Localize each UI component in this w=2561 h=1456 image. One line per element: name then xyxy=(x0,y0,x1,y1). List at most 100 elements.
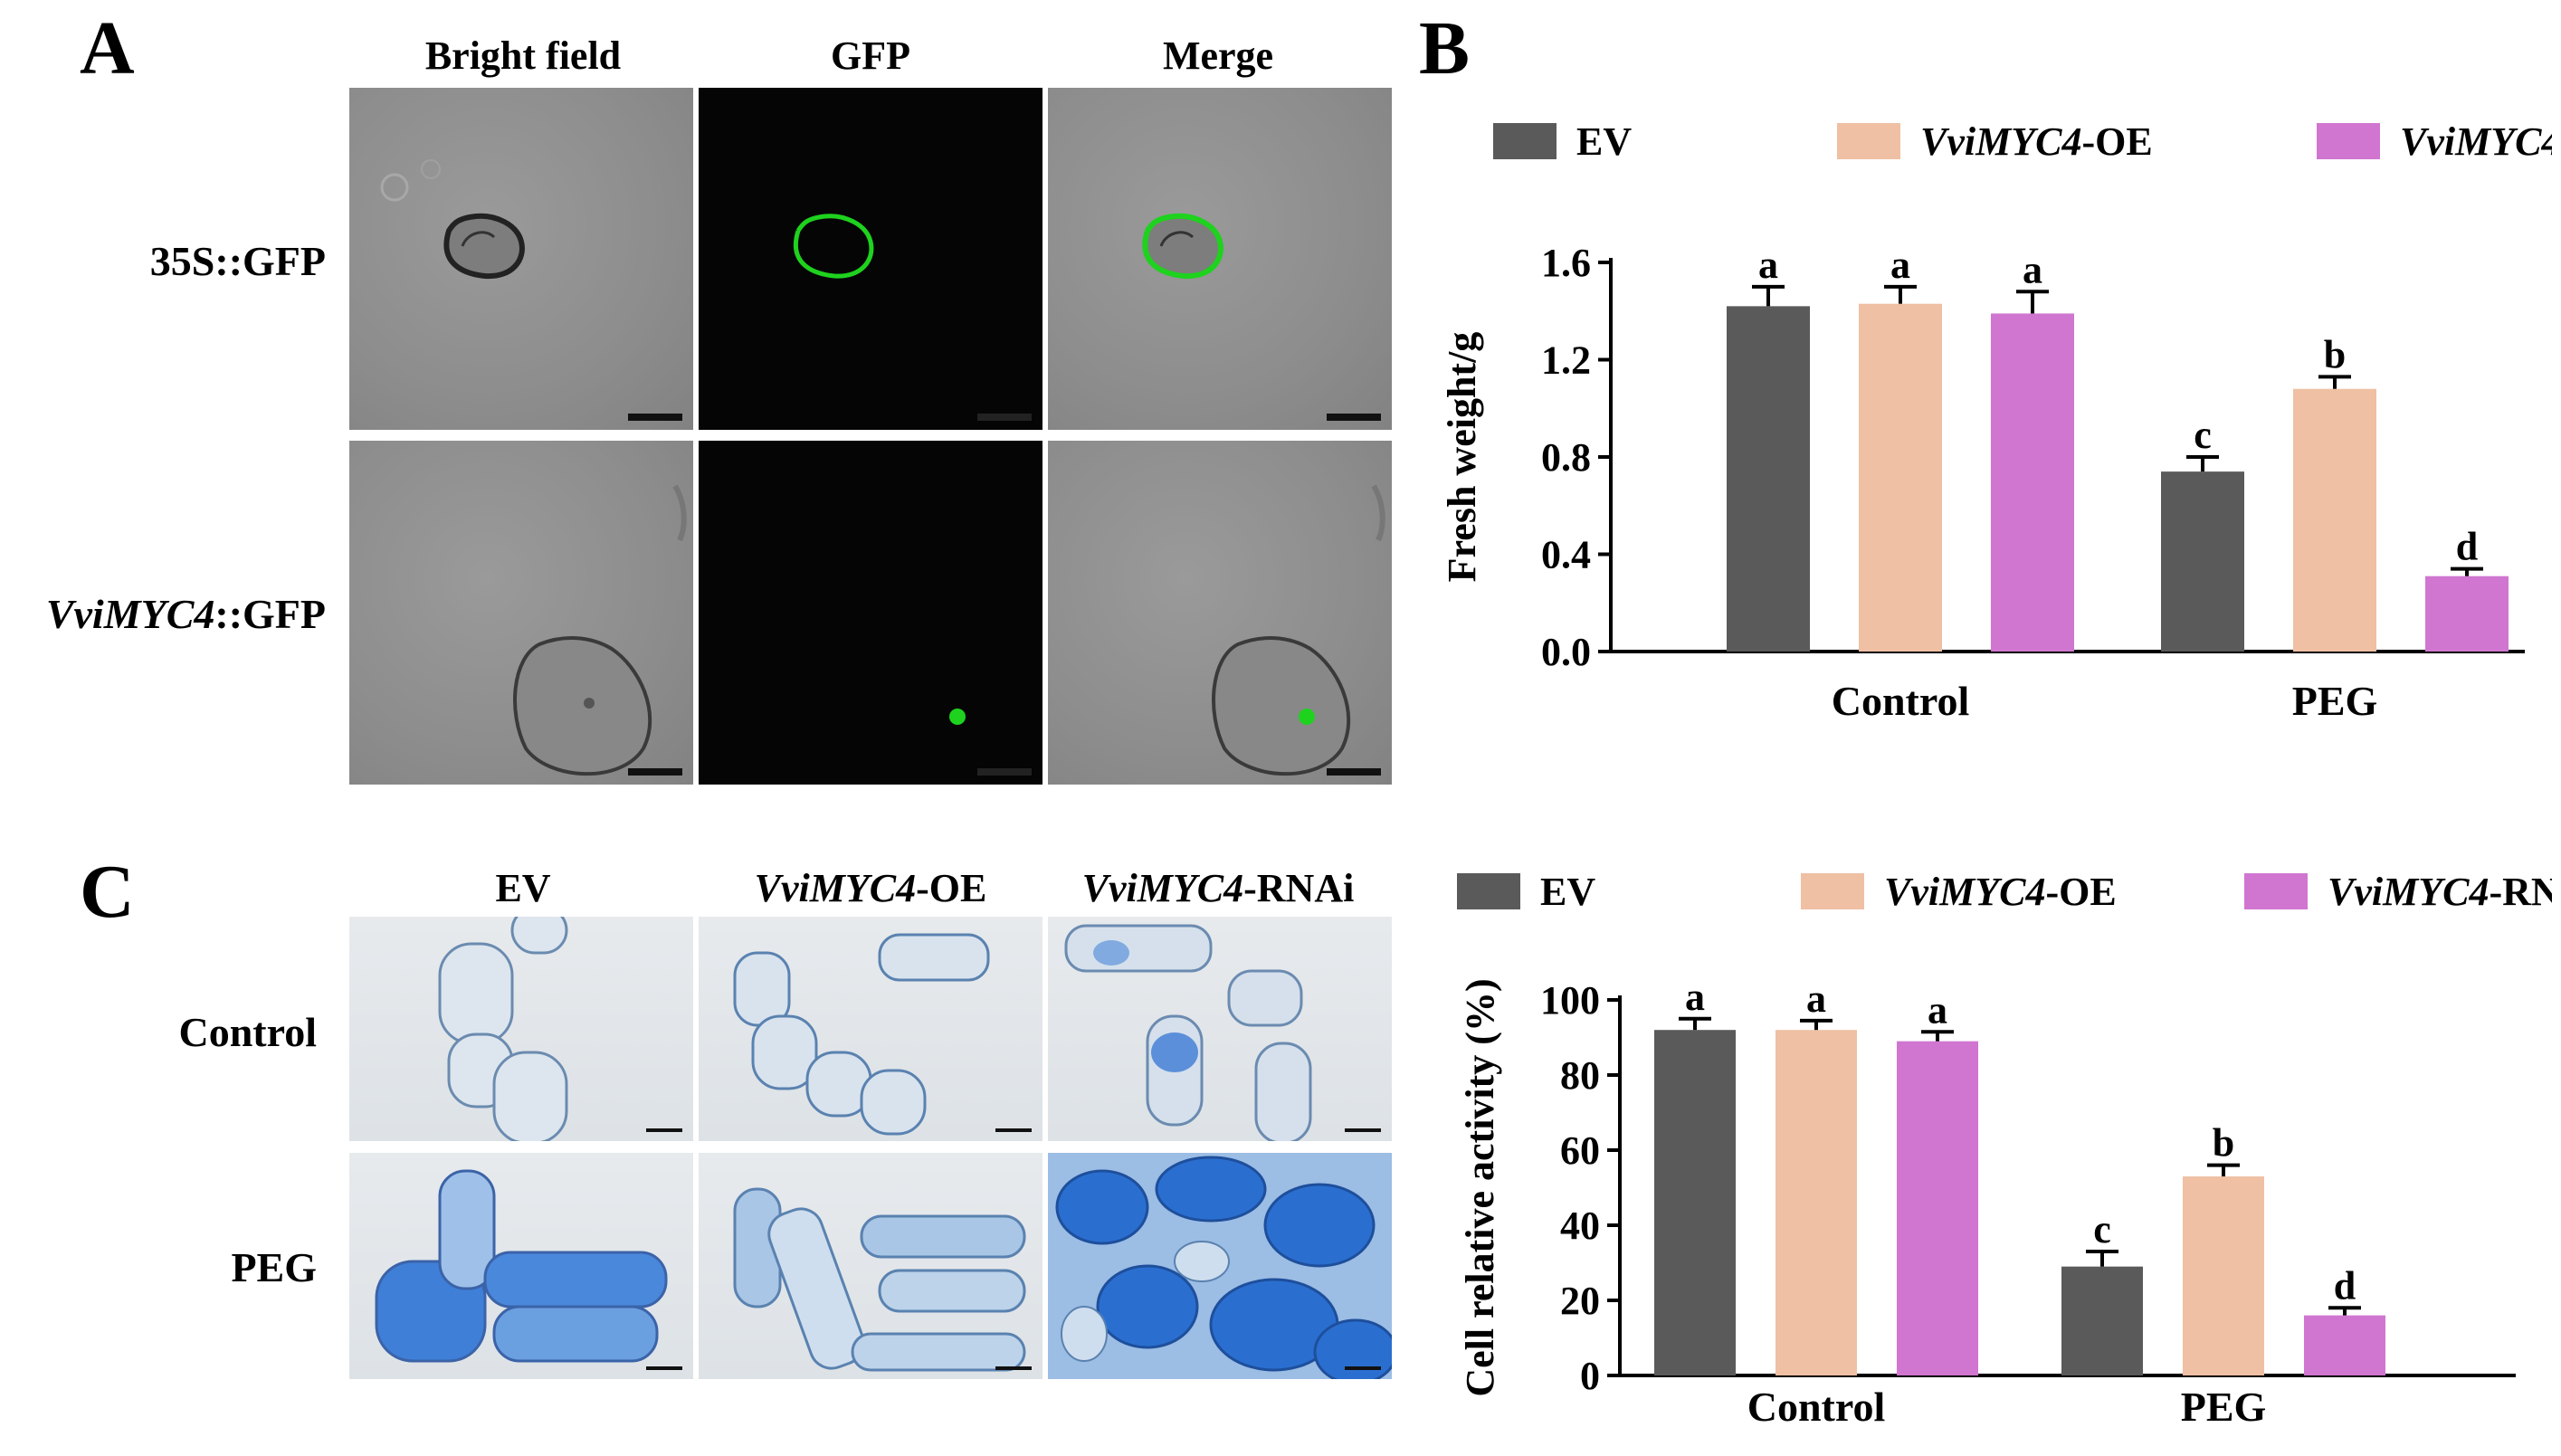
significance-letter: a xyxy=(1685,975,1705,1019)
y-tick-label: 100 xyxy=(1540,978,1600,1023)
micrograph-35s-bright-field xyxy=(349,88,693,430)
bar xyxy=(1776,1030,1857,1375)
bar xyxy=(2304,1315,2385,1375)
legend-swatch xyxy=(2317,123,2380,159)
bar xyxy=(1654,1030,1736,1375)
y-tick-label: 20 xyxy=(1560,1279,1600,1323)
panel-letter-b: B xyxy=(1419,6,1471,90)
cell-outline-graphic xyxy=(513,484,687,776)
column-header-oe: VviMYC4-OE xyxy=(697,869,1044,909)
scale-bar xyxy=(1345,1128,1381,1132)
legend-label: EV xyxy=(1576,119,1632,164)
scale-bar xyxy=(995,1128,1032,1132)
cell-outline-graphic xyxy=(380,159,525,280)
row-label-control: Control xyxy=(178,1009,318,1055)
scale-bar xyxy=(1327,768,1381,776)
micrograph-35s-merge xyxy=(1048,88,1392,430)
significance-letter: d xyxy=(2456,525,2478,569)
y-tick-label: 0.0 xyxy=(1541,630,1591,674)
significance-letter: b xyxy=(2324,332,2346,376)
stained-cells-oe-peg xyxy=(699,1153,1042,1379)
significance-letter: a xyxy=(1758,243,1778,287)
scale-bar xyxy=(977,414,1032,421)
bar-chart-fresh-weight: EV VviMYC4-OE VviMYC4-RNAi 0.0 0.4 0.8 1.2 1.6 F… xyxy=(1440,119,2552,724)
stained-cells-ev-peg xyxy=(349,1153,693,1379)
y-tick-label: 80 xyxy=(1560,1053,1600,1098)
significance-letter: a xyxy=(1928,987,1947,1032)
column-header-text: -OE xyxy=(916,866,987,910)
merge-graphic xyxy=(1142,213,1223,280)
legend-label: EV xyxy=(1540,870,1595,914)
x-category-label: Control xyxy=(1832,678,1970,724)
panel-letter-c: C xyxy=(80,850,135,934)
x-category-label: PEG xyxy=(2292,678,2378,724)
scale-bar xyxy=(646,1366,682,1370)
stained-cells-oe-control xyxy=(699,917,1042,1141)
legend-swatch xyxy=(2244,873,2308,909)
y-tick-label: 40 xyxy=(1560,1204,1600,1248)
micrograph-vvimyc4-gfp xyxy=(699,441,1042,785)
scale-bar xyxy=(1327,414,1381,421)
micrograph-35s-gfp xyxy=(699,88,1042,430)
legend-label: VviMYC4-OE xyxy=(1920,119,2153,164)
row-label-peg: PEG xyxy=(231,1244,317,1290)
legend-swatch xyxy=(1457,873,1520,909)
stained-cells-rnai-control xyxy=(1048,917,1392,1141)
cell-cluster-graphic xyxy=(1048,1153,1392,1379)
bar xyxy=(1859,303,1942,652)
bar xyxy=(2293,388,2376,652)
micrograph-vvimyc4-bright-field xyxy=(349,441,693,785)
scale-bar xyxy=(995,1366,1032,1370)
y-tick-label: 1.6 xyxy=(1541,241,1591,285)
scale-bar xyxy=(628,414,682,421)
column-header-gfp: GFP xyxy=(831,33,910,78)
significance-letter: c xyxy=(2194,413,2212,457)
merge-graphic xyxy=(1212,484,1385,776)
x-category-label: PEG xyxy=(2181,1384,2267,1430)
panel-letter-a: A xyxy=(80,6,135,90)
x-category-label: Control xyxy=(1747,1384,1886,1430)
cell-cluster-graphic xyxy=(438,917,568,1141)
gfp-signal-graphic xyxy=(949,709,966,725)
legend-swatch xyxy=(1837,123,1900,159)
significance-letter: c xyxy=(2093,1207,2111,1251)
cell-cluster-graphic xyxy=(1064,924,1312,1141)
column-header-rnai: VviMYC4-RNAi xyxy=(1044,869,1392,909)
significance-letter: d xyxy=(2334,1263,2356,1308)
scale-bar xyxy=(977,768,1032,776)
column-header-merge: Merge xyxy=(1162,33,1274,78)
y-axis-label: Cell relative activity (%) xyxy=(1458,978,1502,1396)
bar xyxy=(2183,1176,2264,1375)
column-header-italic: VviMYC4 xyxy=(754,866,917,910)
legend-swatch xyxy=(1493,123,1557,159)
row-label-text: ::GFP xyxy=(214,591,326,637)
y-axis-label: Fresh weight/g xyxy=(1440,332,1484,583)
significance-letter: a xyxy=(2023,247,2042,291)
micrograph-vvimyc4-merge xyxy=(1048,441,1392,785)
bar xyxy=(2161,471,2244,652)
row-label-vvimyc4-gfp: VviMYC4::GFP xyxy=(9,594,326,635)
stained-cells-rnai-peg xyxy=(1048,1153,1392,1379)
y-tick-label: 0.8 xyxy=(1541,435,1591,480)
row-label-text: 35S::GFP xyxy=(149,238,326,284)
bar-chart-cell-activity: EV VviMYC4-OE VviMYC4-RNAi 0 20 40 60 80 100 Cell… xyxy=(1457,870,2552,1430)
column-header-italic: VviMYC4 xyxy=(1081,866,1244,910)
significance-letter: a xyxy=(1806,976,1826,1021)
significance-letter: b xyxy=(2213,1121,2234,1166)
y-tick-label: 0 xyxy=(1580,1354,1600,1398)
y-tick-label: 60 xyxy=(1560,1128,1600,1173)
legend-label: VviMYC4-OE xyxy=(1884,870,2117,914)
stained-cells-ev-control xyxy=(349,917,693,1141)
bar xyxy=(1897,1041,1978,1375)
row-label-35s-gfp: 35S::GFP xyxy=(36,241,326,282)
row-label-italic: VviMYC4 xyxy=(45,591,215,637)
y-tick-label: 0.4 xyxy=(1541,533,1591,577)
legend-label: VviMYC4-RNAi xyxy=(2400,119,2552,164)
scale-bar xyxy=(1345,1366,1381,1370)
column-header-ev: EV xyxy=(349,869,697,909)
cell-cluster-graphic xyxy=(733,933,990,1136)
column-header-text: -RNAi xyxy=(1243,866,1355,910)
bar xyxy=(2425,576,2509,652)
legend-label: VviMYC4-RNAi xyxy=(2328,870,2552,914)
scale-bar xyxy=(646,1128,682,1132)
